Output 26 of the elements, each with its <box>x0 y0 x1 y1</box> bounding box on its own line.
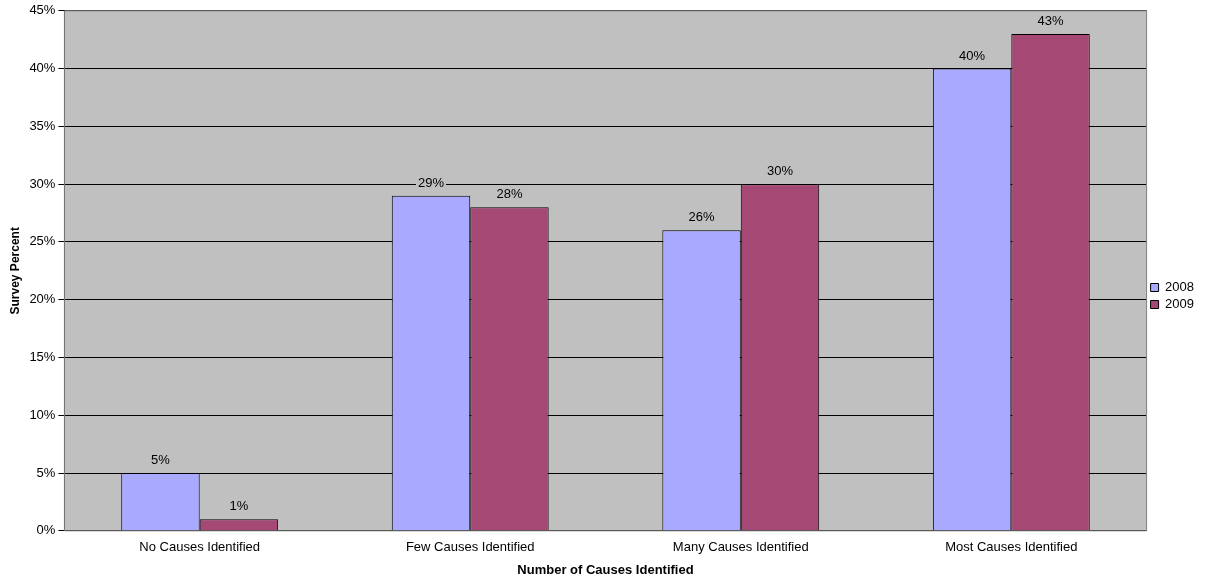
y-tick-label: 40% <box>29 60 56 76</box>
x-tick-label: Most Causes Identified <box>945 539 1078 555</box>
x-axis-title: Number of Causes Identified <box>517 561 694 577</box>
y-axis-title: Survey Percent <box>7 227 22 315</box>
y-tick-label: 30% <box>29 175 56 191</box>
data-label: 40% <box>959 47 986 63</box>
y-tick-label: 5% <box>36 464 56 480</box>
data-label: 26% <box>688 209 715 225</box>
y-tick-label: 20% <box>29 291 56 307</box>
y-tick-label: 25% <box>29 233 56 249</box>
data-label: 28% <box>496 186 523 202</box>
y-tick-label: 45% <box>29 2 56 18</box>
data-label: 43% <box>1037 12 1064 28</box>
x-tick-label: No Causes Identified <box>139 539 261 555</box>
y-tick-label: 0% <box>36 522 56 538</box>
data-label: 5% <box>151 452 171 468</box>
x-tick-label: Many Causes Identified <box>672 539 809 555</box>
y-tick-label: 10% <box>29 406 56 422</box>
data-label: 30% <box>766 163 794 179</box>
legend-label: 2009 <box>1165 296 1194 312</box>
y-tick-label: 15% <box>29 349 56 365</box>
data-label: 1% <box>229 498 249 514</box>
x-tick-label: Few Causes Identified <box>405 539 535 555</box>
y-tick-label: 35% <box>29 117 56 133</box>
data-label: 29% <box>417 174 445 190</box>
legend-label: 2008 <box>1165 279 1194 295</box>
